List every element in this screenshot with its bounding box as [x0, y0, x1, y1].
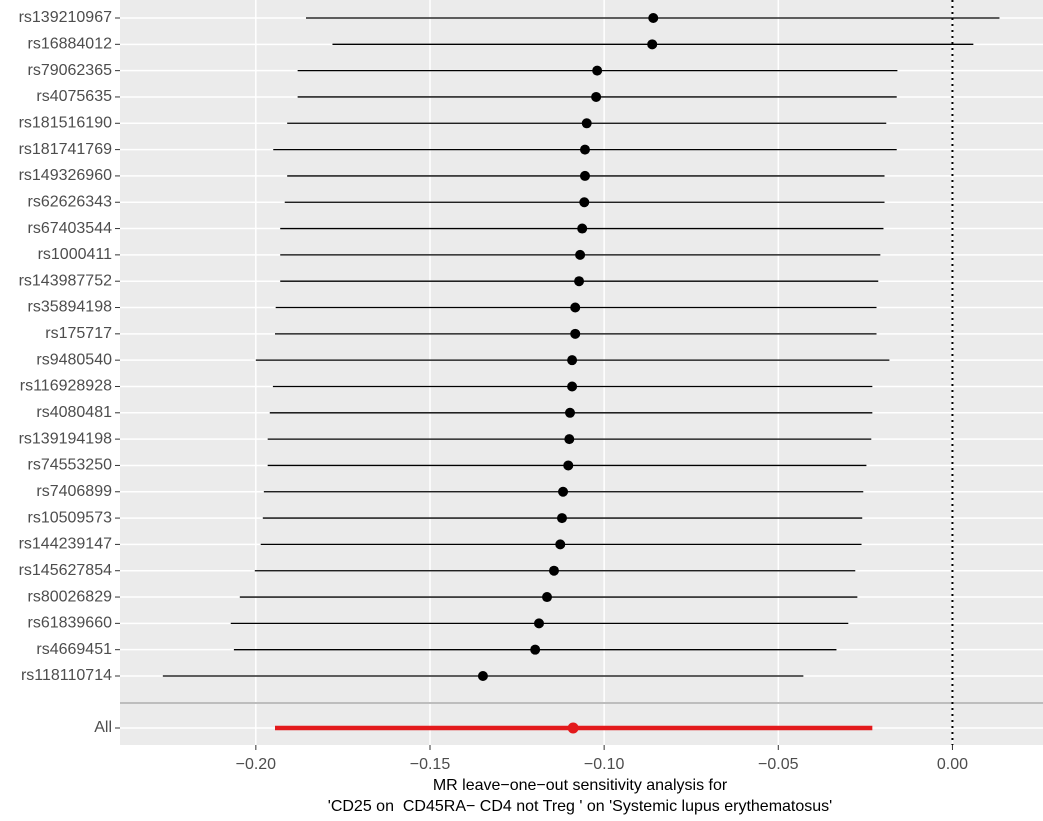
y-tick-label: rs4080481: [36, 404, 112, 421]
y-tick-label: rs143987752: [19, 272, 113, 289]
point: [591, 91, 602, 102]
y-tick-label: rs61839660: [27, 615, 112, 632]
point: [574, 276, 585, 287]
y-tick-label: rs80026829: [27, 588, 112, 605]
point: [477, 671, 488, 681]
point: [581, 118, 592, 129]
y-tick-label: rs62626343: [27, 193, 112, 210]
summary-point: [567, 722, 579, 734]
y-tick-label: rs181516190: [19, 114, 113, 131]
x-tick-label: −0.20: [236, 756, 277, 773]
y-tick-label: rs4075635: [36, 88, 112, 105]
point: [577, 223, 588, 234]
point: [530, 644, 541, 655]
point: [648, 13, 659, 23]
point: [579, 197, 590, 208]
x-tick-label: −0.10: [584, 756, 625, 773]
y-tick-label: rs7406899: [36, 483, 112, 500]
point: [579, 144, 590, 155]
y-tick-label: rs118110714: [21, 667, 112, 684]
y-tick-label: rs9480540: [36, 351, 112, 368]
point: [542, 592, 553, 603]
point: [555, 539, 566, 550]
point: [570, 302, 581, 313]
point: [534, 618, 545, 629]
y-tick-label: All: [94, 719, 112, 736]
y-tick-label: rs149326960: [19, 167, 113, 184]
y-tick-label: rs139194198: [19, 430, 113, 447]
y-tick-label: rs175717: [45, 325, 112, 342]
point: [564, 434, 575, 445]
point: [579, 170, 590, 181]
y-tick-label: rs74553250: [27, 457, 112, 474]
y-tick-label: rs4669451: [36, 641, 112, 658]
panel: [120, 0, 1043, 745]
point: [556, 513, 567, 524]
y-tick-label: rs10509573: [27, 509, 112, 526]
y-tick-label: rs16884012: [27, 36, 112, 53]
point: [567, 355, 578, 366]
y-tick-label: rs144239147: [19, 536, 113, 553]
y-tick-label: rs1000411: [38, 246, 113, 263]
x-tick-label: 0.00: [937, 756, 968, 773]
point: [570, 328, 581, 339]
y-tick-label: rs79062365: [27, 62, 112, 79]
y-tick-label: rs139210967: [19, 9, 113, 26]
y-tick-label: rs35894198: [27, 299, 112, 316]
y-tick-label: rs67403544: [27, 220, 112, 237]
y-tick-label: rs181741769: [19, 141, 113, 158]
y-tick-label: rs145627854: [19, 562, 113, 579]
point: [558, 486, 569, 497]
y-tick-label: rs116928928: [20, 378, 112, 395]
point: [563, 460, 574, 471]
point: [575, 249, 586, 260]
point: [592, 65, 603, 76]
point: [567, 381, 578, 392]
x-tick-label: −0.15: [410, 756, 451, 773]
point: [647, 39, 658, 50]
point: [548, 565, 559, 576]
point: [565, 407, 576, 418]
x-axis-label: 'CD25 on CD45RA− CD4 not Treg ' on 'Syst…: [328, 798, 832, 815]
x-tick-label: −0.05: [758, 756, 799, 773]
x-axis-label: MR leave−one−out sensitivity analysis fo…: [433, 777, 728, 794]
